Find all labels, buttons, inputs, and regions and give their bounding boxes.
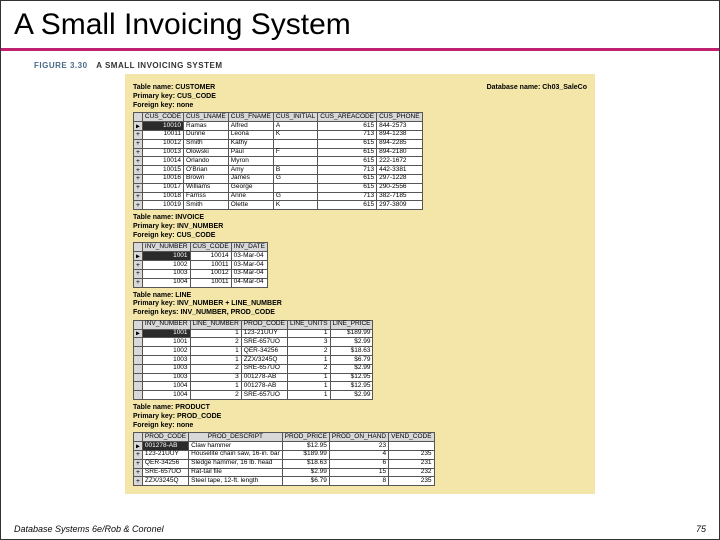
footer-right: 75 (696, 524, 706, 534)
footer: Database Systems 6e/Rob & Coronel 75 (14, 524, 706, 534)
footer-left: Database Systems 6e/Rob & Coronel (14, 524, 164, 534)
